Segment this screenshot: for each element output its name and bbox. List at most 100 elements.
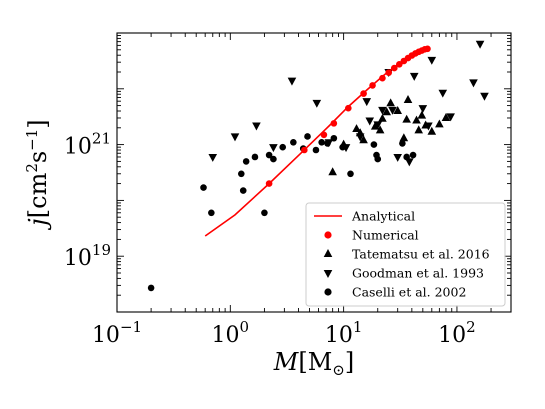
axis-ticks: [116, 32, 512, 313]
legend-marker-caselli-et-al-2002: [324, 288, 332, 296]
x-axis-label-sub: ⊙: [332, 361, 345, 379]
plot-area: [147, 40, 489, 292]
point-caselli-et-al-2002: [403, 153, 410, 161]
point-caselli-et-al-2002: [304, 133, 311, 140]
point-goodman-et-al-1993: [418, 105, 428, 114]
point-goodman-et-al-1993: [362, 98, 372, 107]
point-goodman-et-al-1993: [427, 56, 437, 65]
point-caselli-et-al-2002: [330, 134, 338, 142]
x-tick-label-base: 10: [438, 323, 466, 348]
point-caselli-et-al-2002: [409, 151, 417, 159]
point-numerical: [345, 104, 352, 112]
point-tatematsu-et-al-2016: [328, 167, 337, 176]
x-tick-label-base: 10: [325, 323, 353, 348]
point-numerical: [330, 120, 338, 127]
point-caselli-et-al-2002: [318, 138, 325, 146]
point-numerical: [369, 82, 376, 89]
y-tick-label-base: 10: [64, 135, 92, 160]
legend-item-tatematsu-et-al-2016: Tatematsu et al. 2016: [323, 247, 490, 262]
point-numerical: [396, 60, 403, 68]
y-axis-label-mid: s: [24, 151, 52, 163]
point-goodman-et-al-1993: [208, 153, 218, 162]
y-tick-label-exponent: 21: [92, 130, 111, 148]
point-numerical: [301, 146, 308, 154]
point-numerical: [320, 131, 328, 139]
point-goodman-et-al-1993: [405, 158, 414, 167]
point-caselli-et-al-2002: [251, 153, 259, 161]
x-axis-label-open: [M: [298, 348, 332, 376]
point-goodman-et-al-1993: [373, 121, 383, 130]
y-axis-label-open: [cm: [24, 172, 52, 218]
point-caselli-et-al-2002: [261, 209, 268, 217]
legend-box: [305, 202, 506, 307]
point-tatematsu-et-al-2016: [386, 98, 395, 107]
point-tatematsu-et-al-2016: [427, 126, 437, 135]
point-caselli-et-al-2002: [312, 146, 320, 154]
y-axis-label-sup2: −1: [23, 129, 41, 151]
point-goodman-et-al-1993: [469, 79, 478, 88]
legend-marker-tatematsu-et-al-2016: [323, 249, 333, 258]
point-numerical: [265, 180, 273, 187]
legend-item-analytical: Analytical: [314, 209, 415, 224]
legend-item-goodman-et-al-1993: Goodman et al. 1993: [323, 266, 484, 281]
legend-label-tatematsu-et-al-2016: Tatematsu et al. 2016: [352, 247, 490, 262]
point-numerical: [424, 45, 431, 53]
point-goodman-et-al-1993: [378, 106, 387, 115]
legend-label-numerical: Numerical: [352, 228, 419, 243]
point-tatematsu-et-al-2016: [412, 115, 421, 124]
y-tick-label-exponent: 19: [92, 241, 111, 259]
point-tatematsu-et-al-2016: [441, 113, 451, 121]
point-goodman-et-al-1993: [312, 99, 322, 108]
point-caselli-et-al-2002: [265, 151, 273, 159]
point-tatematsu-et-al-2016: [399, 133, 409, 142]
point-caselli-et-al-2002: [147, 284, 155, 292]
point-goodman-et-al-1993: [475, 40, 485, 49]
legend-item-numerical: Numerical: [324, 228, 419, 243]
legend-marker-goodman-et-al-1993: [323, 269, 333, 278]
point-goodman-et-al-1993: [388, 106, 397, 115]
point-goodman-et-al-1993: [230, 133, 240, 142]
point-caselli-et-al-2002: [270, 155, 277, 163]
point-goodman-et-al-1993: [365, 117, 375, 126]
legend-marker-numerical: [324, 231, 332, 239]
point-tatematsu-et-al-2016: [402, 114, 411, 123]
point-tatematsu-et-al-2016: [375, 125, 385, 134]
legend-label-caselli-et-al-2002: Caselli et al. 2002: [352, 285, 466, 300]
point-goodman-et-al-1993: [438, 89, 448, 98]
x-tick-label-exponent: −1: [120, 318, 142, 336]
point-caselli-et-al-2002: [200, 184, 207, 191]
point-caselli-et-al-2002: [242, 158, 250, 165]
point-caselli-et-al-2002: [339, 143, 346, 151]
point-caselli-et-al-2002: [324, 140, 331, 147]
point-caselli-et-al-2002: [347, 170, 354, 178]
point-goodman-et-al-1993: [269, 144, 278, 153]
y-axis-label-close: ]: [24, 119, 52, 128]
point-tatematsu-et-al-2016: [382, 107, 392, 116]
x-tick-label: 100: [212, 318, 250, 348]
point-caselli-et-al-2002: [237, 170, 245, 178]
point-tatematsu-et-al-2016: [378, 113, 387, 122]
x-tick-label: 101: [325, 318, 363, 348]
x-tick-label: 102: [438, 318, 476, 348]
x-tick-label-base: 10: [92, 323, 120, 348]
x-axis-label-close: ]: [345, 348, 354, 376]
point-tatematsu-et-al-2016: [393, 106, 402, 115]
y-tick-label: 1021: [64, 130, 111, 160]
point-tatematsu-et-al-2016: [435, 119, 444, 128]
x-tick-label-exponent: 0: [240, 318, 250, 336]
point-goodman-et-al-1993: [446, 113, 455, 122]
point-tatematsu-et-al-2016: [403, 95, 413, 104]
point-numerical: [360, 90, 367, 97]
point-goodman-et-al-1993: [480, 92, 489, 101]
point-tatematsu-et-al-2016: [417, 110, 427, 119]
point-goodman-et-al-1993: [424, 122, 433, 131]
x-tick-label-exponent: 2: [466, 318, 476, 336]
x-tick-label-exponent: 1: [353, 318, 363, 336]
point-numerical: [385, 69, 393, 76]
y-tick-label-base: 10: [64, 246, 92, 271]
legend-label-goodman-et-al-1993: Goodman et al. 1993: [352, 266, 484, 281]
point-tatematsu-et-al-2016: [359, 135, 368, 144]
x-axis-label-main: M: [273, 348, 300, 376]
